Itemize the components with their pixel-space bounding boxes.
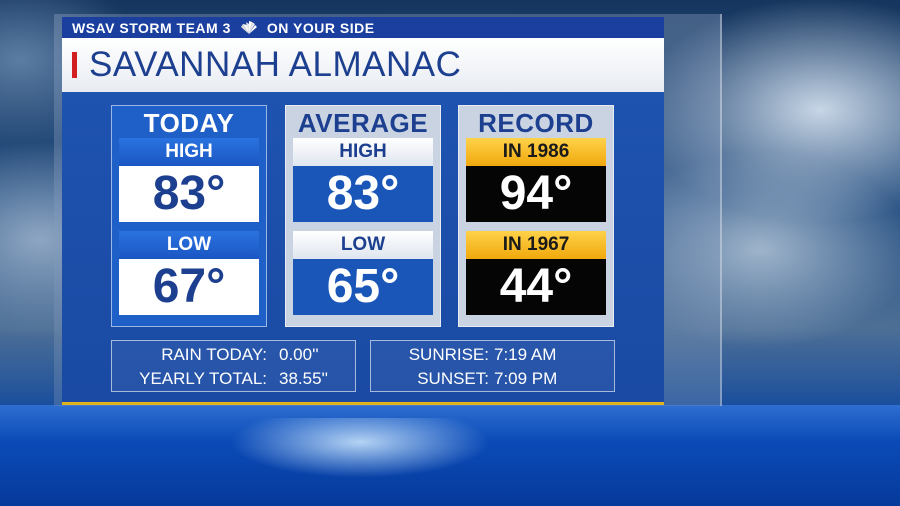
today-column: TODAY HIGH 83° LOW 67° xyxy=(111,105,267,327)
station-header: WSAV STORM TEAM 3 ON YOUR SIDE xyxy=(62,17,664,38)
record-high-year: IN 1986 xyxy=(466,138,606,166)
record-low-value: 44° xyxy=(466,259,606,315)
sunset-value: 7:09 PM xyxy=(494,369,558,388)
rain-yearly-row: YEARLY TOTAL: 38.55'' xyxy=(112,367,355,391)
sunrise-label: SUNRISE: xyxy=(408,345,489,364)
average-high-label: HIGH xyxy=(293,138,433,166)
today-low-value: 67° xyxy=(119,259,259,315)
average-column: AVERAGE HIGH 83° LOW 65° xyxy=(285,105,441,327)
today-high-value: 83° xyxy=(119,166,259,222)
rain-yearly-value: 38.55'' xyxy=(279,369,329,388)
average-title: AVERAGE xyxy=(297,108,429,138)
today-title: TODAY xyxy=(143,108,235,138)
title-accent-bar xyxy=(72,52,77,78)
page-title: SAVANNAH ALMANAC xyxy=(89,45,462,84)
average-high-value: 83° xyxy=(293,166,433,222)
sunset-label: SUNSET: xyxy=(417,369,489,388)
rain-today-value: 0.00'' xyxy=(279,345,319,364)
rain-box: RAIN TODAY: 0.00'' YEARLY TOTAL: 38.55'' xyxy=(111,340,356,392)
today-high-label: HIGH xyxy=(119,138,259,166)
rain-today-label: RAIN TODAY: xyxy=(161,345,267,364)
station-name: WSAV STORM TEAM 3 xyxy=(72,19,231,36)
sunrise-row: SUNRISE: 7:19 AM xyxy=(371,343,614,367)
sunrise-value: 7:19 AM xyxy=(494,345,557,364)
rain-yearly-label: YEARLY TOTAL: xyxy=(139,369,267,388)
peacock-logo-icon xyxy=(239,20,259,35)
record-title: RECORD xyxy=(478,108,594,138)
record-column: RECORD IN 1986 94° IN 1967 44° xyxy=(458,105,614,327)
record-low-year: IN 1967 xyxy=(466,231,606,259)
title-bar: SAVANNAH ALMANAC xyxy=(62,38,664,92)
sunset-row: SUNSET: 7:09 PM xyxy=(371,367,614,391)
sun-box: SUNRISE: 7:19 AM SUNSET: 7:09 PM xyxy=(370,340,615,392)
average-low-value: 65° xyxy=(293,259,433,315)
today-low-label: LOW xyxy=(119,231,259,259)
background-light-streak xyxy=(230,418,490,478)
record-high-value: 94° xyxy=(466,166,606,222)
rain-today-row: RAIN TODAY: 0.00'' xyxy=(112,343,355,367)
average-low-label: LOW xyxy=(293,231,433,259)
station-tagline: ON YOUR SIDE xyxy=(266,19,375,36)
